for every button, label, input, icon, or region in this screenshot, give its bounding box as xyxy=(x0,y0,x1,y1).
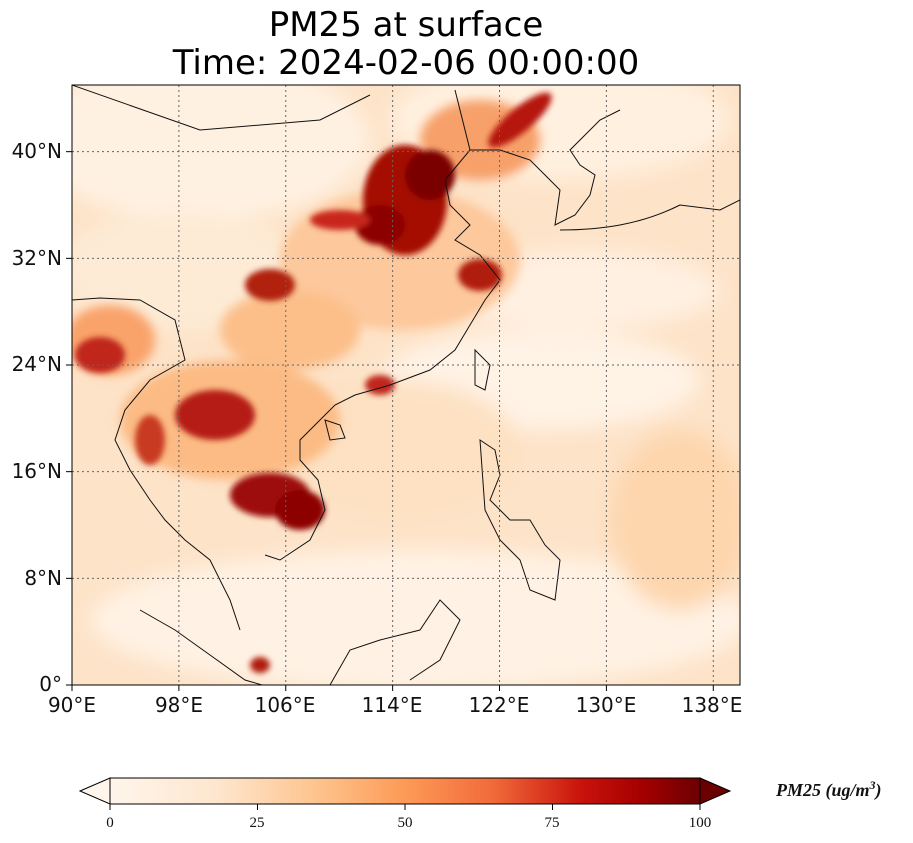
lat-label-24n: 24°N xyxy=(11,352,62,376)
lon-label-98e: 98°E xyxy=(154,693,204,717)
gridlines xyxy=(72,85,740,685)
colorbar-extend-high xyxy=(699,777,732,805)
colorbar-label: PM25 (ug/m3) xyxy=(776,778,882,800)
lon-label-90e: 90°E xyxy=(47,693,97,717)
pm25-field xyxy=(72,85,740,685)
lat-label-32n: 32°N xyxy=(11,246,62,270)
lat-label-8n: 8°N xyxy=(24,566,62,590)
map-frame xyxy=(71,84,741,686)
lon-label-106e: 106°E xyxy=(254,693,316,717)
lat-label-16n: 16°N xyxy=(11,459,62,483)
lon-label-122e: 122°E xyxy=(468,693,530,717)
lat-label-0: 0° xyxy=(39,672,62,696)
colorbar-bar xyxy=(109,777,701,805)
colorbar-tick-0: 0 xyxy=(106,815,114,831)
colorbar-tick-50: 50 xyxy=(397,815,413,831)
title-line-2: Time: 2024-02-06 00:00:00 xyxy=(172,43,640,83)
lon-label-114e: 114°E xyxy=(361,693,423,717)
title-line-1: PM25 at surface xyxy=(268,5,544,45)
colorbar-tick-100: 100 xyxy=(688,815,712,831)
colorbar-extend-low xyxy=(78,777,111,805)
lon-label-138e: 138°E xyxy=(681,693,743,717)
lon-label-130e: 130°E xyxy=(575,693,637,717)
colorbar xyxy=(78,777,732,810)
colorbar-tick-25: 25 xyxy=(249,815,265,831)
coastlines xyxy=(72,85,740,685)
colorbar-tick-75: 75 xyxy=(544,815,560,831)
lat-label-40n: 40°N xyxy=(11,139,62,163)
